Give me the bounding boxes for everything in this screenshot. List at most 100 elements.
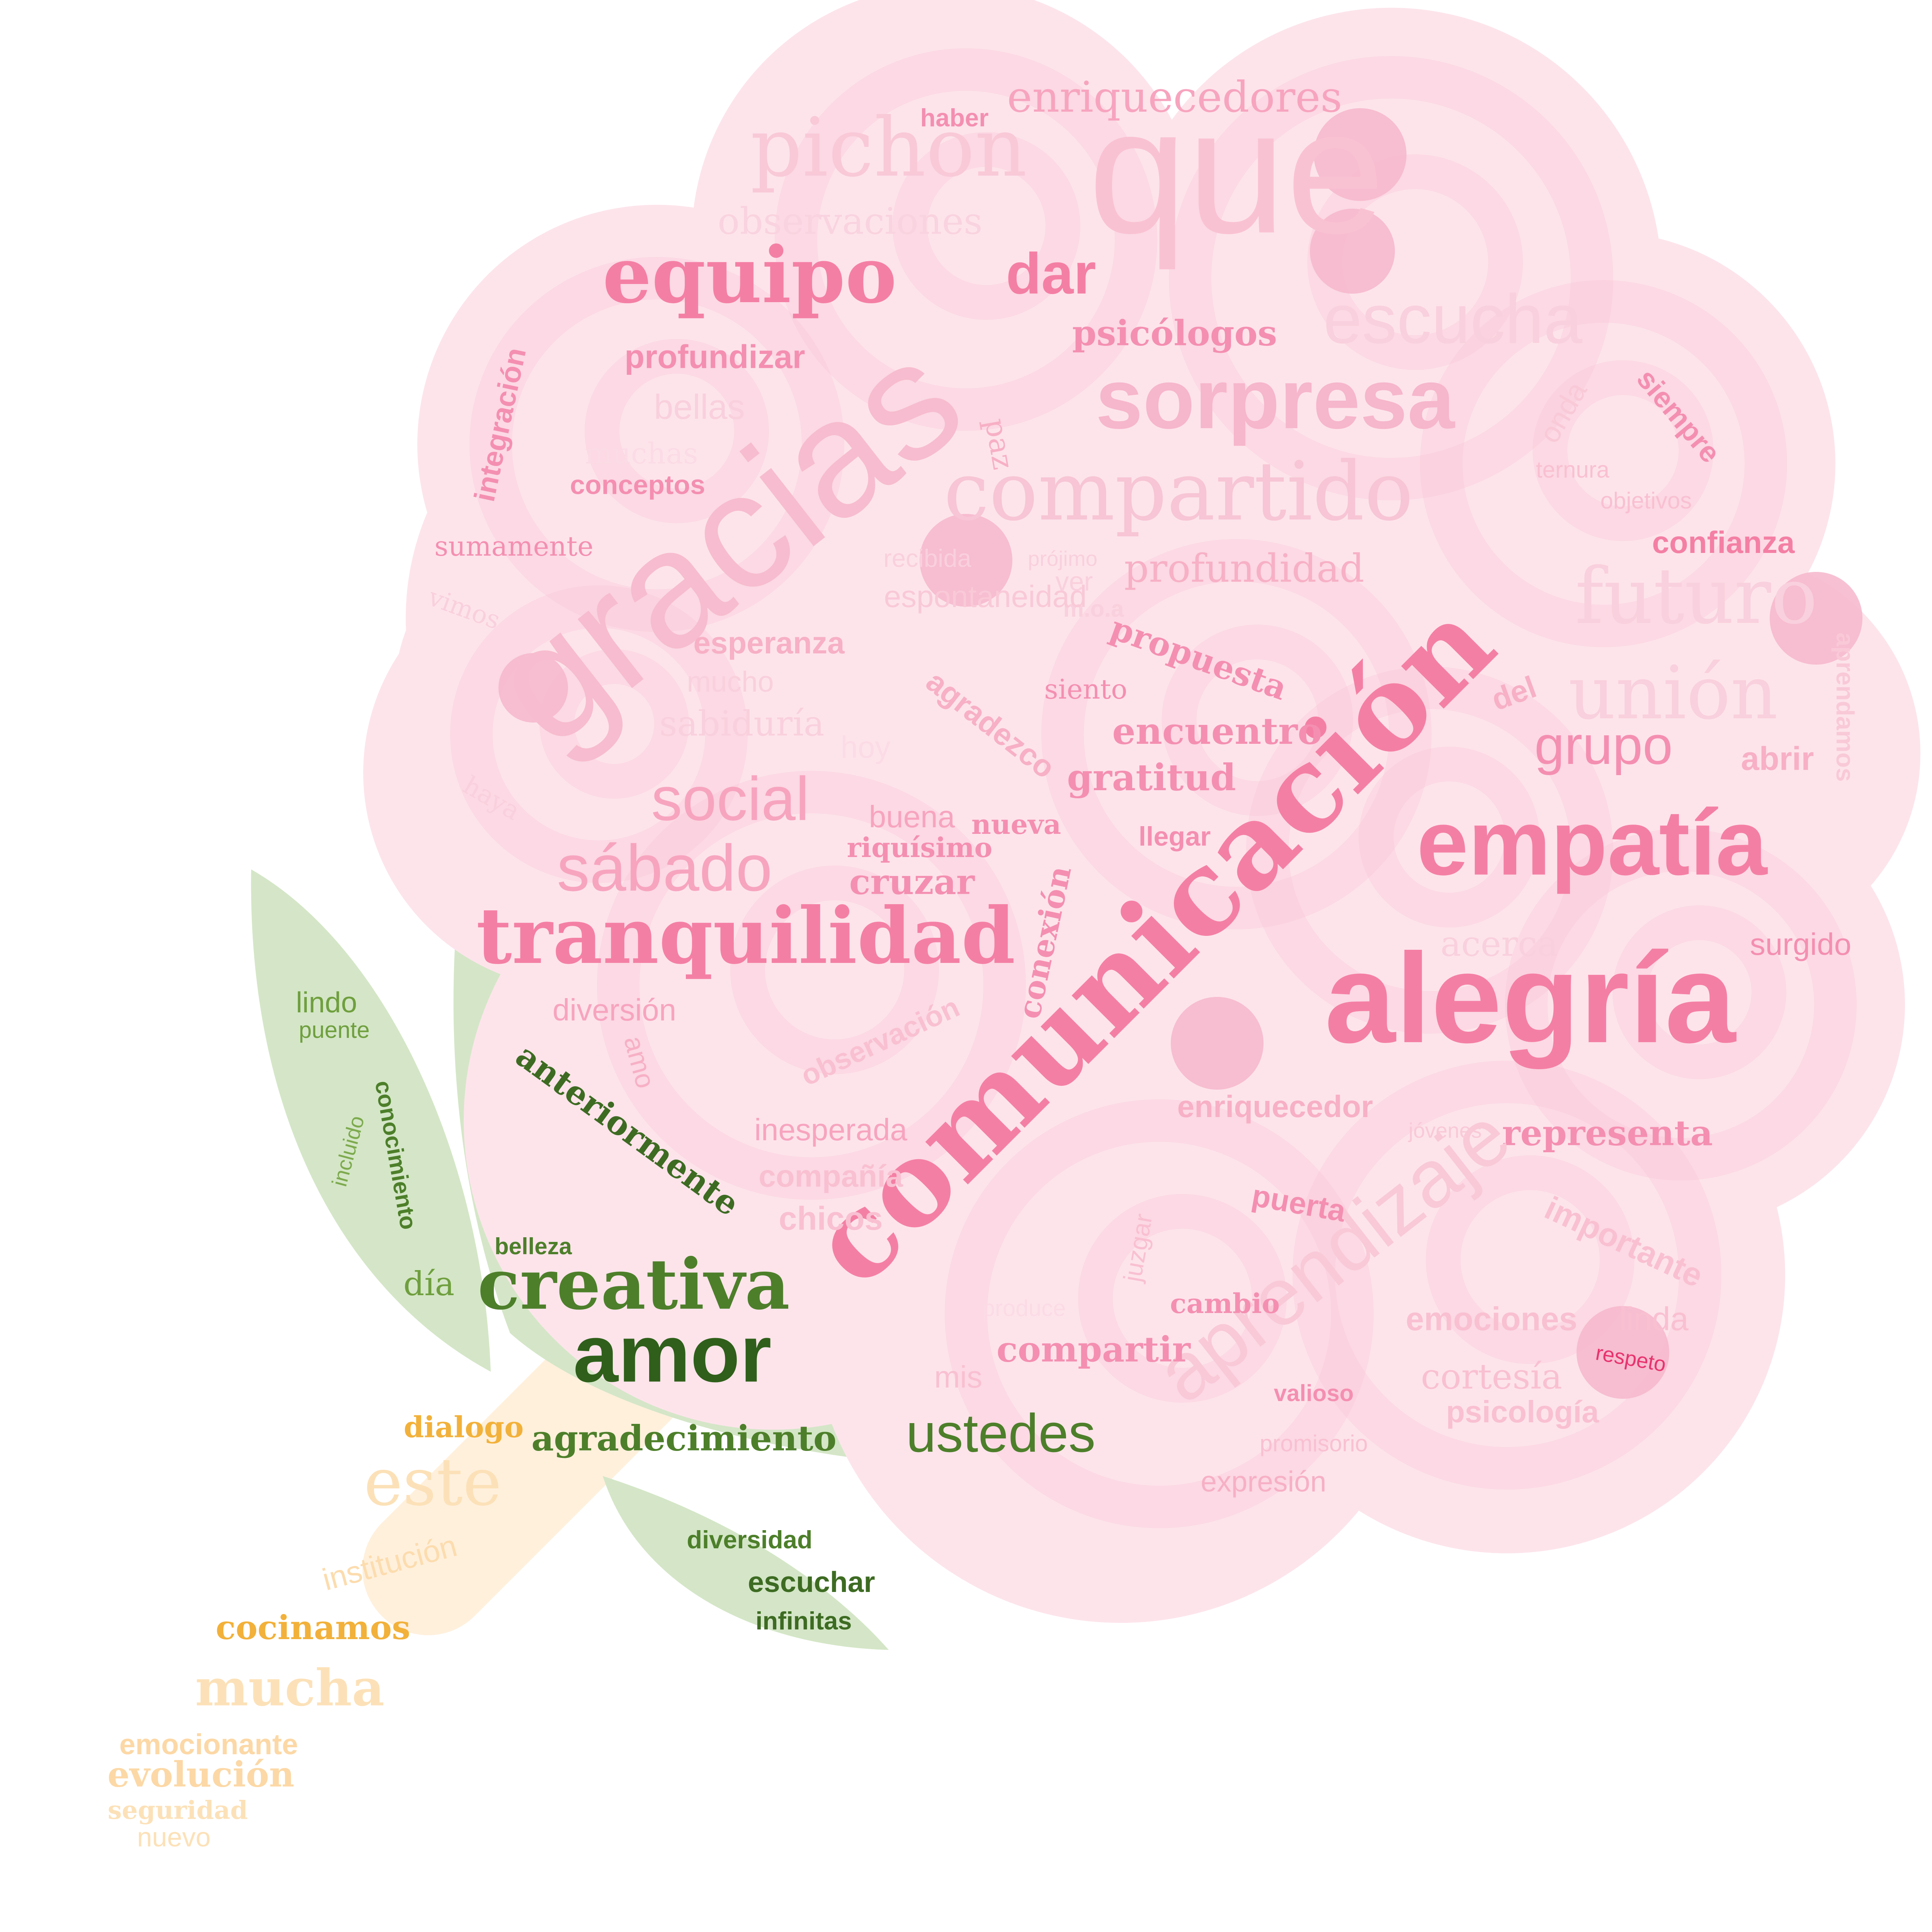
flower-shape xyxy=(251,0,1920,1650)
bloom-swirl xyxy=(1612,905,1786,1079)
word-29: unión xyxy=(1568,650,1778,736)
word-94: amor xyxy=(573,1308,772,1399)
word-96: agradecimiento xyxy=(531,1418,837,1459)
word-16: bellas xyxy=(654,388,745,427)
bloom-swirl xyxy=(730,866,939,1074)
bloom-petal xyxy=(618,502,1159,1043)
word-42: mucho xyxy=(687,665,774,698)
word-87: puente xyxy=(299,1017,370,1043)
word-85: expresión xyxy=(1201,1465,1326,1498)
bloom-dot xyxy=(920,514,1012,607)
word-95: dialogo xyxy=(404,1410,524,1444)
word-80: mis xyxy=(934,1360,982,1394)
word-30: grupo xyxy=(1534,715,1673,776)
word-3: alegría xyxy=(1325,927,1736,1070)
word-28: futuro xyxy=(1575,551,1818,641)
word-83: psicología xyxy=(1446,1395,1599,1429)
word-105: emocionante xyxy=(119,1728,298,1760)
bloom-dot xyxy=(1770,572,1862,665)
word-55: sábado xyxy=(557,832,772,905)
word-67: inesperada xyxy=(754,1112,907,1147)
word-4: empatía xyxy=(1417,791,1768,894)
word-66: representa xyxy=(1502,1113,1713,1154)
word-92: día xyxy=(403,1265,454,1303)
bloom-dot xyxy=(1310,209,1395,294)
word-37: m.o.a xyxy=(1063,596,1124,622)
word-9: pichon xyxy=(750,100,1027,195)
bloom-swirl xyxy=(1426,1155,1634,1364)
word-53: riquísimo xyxy=(847,832,993,864)
word-11: dar xyxy=(1006,241,1096,306)
word-46: hoy xyxy=(841,730,891,764)
word-98: este xyxy=(364,1444,502,1520)
word-13: observaciones xyxy=(718,200,983,243)
word-5: sorpresa xyxy=(1095,351,1455,446)
bloom-swirl xyxy=(1359,747,1540,928)
word-91: belleza xyxy=(495,1233,572,1259)
word-69: chicos xyxy=(779,1200,883,1237)
word-100: escuchar xyxy=(748,1566,875,1598)
word-17: muchas xyxy=(585,436,698,470)
word-32: aprendamos xyxy=(1831,633,1859,782)
bloom-swirl xyxy=(1246,667,1613,1034)
word-48: gratitud xyxy=(1067,756,1236,799)
bloom-swirl xyxy=(945,1099,1374,1528)
bloom-swirl xyxy=(775,48,1157,431)
word-65: jóvenes xyxy=(1408,1119,1482,1143)
leaf-left xyxy=(251,869,491,1372)
word-10: enriquecedores xyxy=(1007,72,1342,122)
word-38: profundidad xyxy=(1124,546,1364,591)
word-61: diversión xyxy=(553,993,676,1027)
word-14: haber xyxy=(920,104,988,132)
bloom-dot xyxy=(498,653,568,723)
bloom-swirl xyxy=(1532,360,1714,541)
word-18: conceptos xyxy=(570,469,705,500)
word-108: nuevo xyxy=(137,1822,211,1852)
word-36: ver xyxy=(1055,566,1093,596)
word-107: seguridad xyxy=(108,1796,248,1825)
word-106: evolución xyxy=(107,1754,294,1795)
word-54: llegar xyxy=(1139,821,1211,851)
word-6: compartido xyxy=(944,444,1413,539)
word-68: compañía xyxy=(759,1159,903,1193)
word-58: tranquilidad xyxy=(476,891,1015,981)
bloom-swirl xyxy=(892,132,1080,320)
word-86: lindo xyxy=(296,986,357,1019)
word-74: produce xyxy=(982,1295,1066,1321)
word-31: abrir xyxy=(1741,740,1814,777)
word-47: encuentro xyxy=(1112,710,1322,753)
word-39: espontaneidad xyxy=(884,579,1087,614)
word-20: sumamente xyxy=(434,531,594,562)
word-103: cocinamos xyxy=(216,1609,410,1647)
bloom-swirl xyxy=(1162,624,1353,816)
bloom-dot xyxy=(1577,1306,1669,1399)
bloom-petal xyxy=(1063,213,1565,715)
bloom-dot xyxy=(1171,997,1264,1090)
word-101: infinitas xyxy=(755,1607,852,1635)
bloom-swirl xyxy=(1420,280,1787,647)
word-81: cortesía xyxy=(1421,1356,1562,1397)
word-84: promisorio xyxy=(1260,1430,1368,1456)
bloom-swirl xyxy=(1505,829,1857,1180)
bloom-dot xyxy=(1314,108,1406,201)
bloom-petal xyxy=(1159,618,1700,1159)
word-60: surgido xyxy=(1750,927,1851,961)
bloom-swirl xyxy=(1041,539,1432,929)
word-12: psicólogos xyxy=(1072,313,1277,354)
word-8: equipo xyxy=(602,230,897,321)
word-26: objetivos xyxy=(1600,488,1692,514)
word-75: cambio xyxy=(1170,1287,1280,1320)
word-93: creativa xyxy=(478,1244,790,1325)
bloom-swirl xyxy=(585,339,769,524)
word-104: mucha xyxy=(195,1658,384,1718)
bloom-swirl xyxy=(1169,56,1613,500)
word-27: confianza xyxy=(1652,525,1795,560)
bloom-swirl xyxy=(539,649,689,799)
word-52: nueva xyxy=(971,808,1061,840)
word-82: valioso xyxy=(1274,1380,1354,1406)
word-25: ternura xyxy=(1536,457,1610,483)
word-7: escucha xyxy=(1323,281,1583,358)
bloom-swirl xyxy=(1293,1061,1721,1490)
word-51: buena xyxy=(869,799,955,834)
